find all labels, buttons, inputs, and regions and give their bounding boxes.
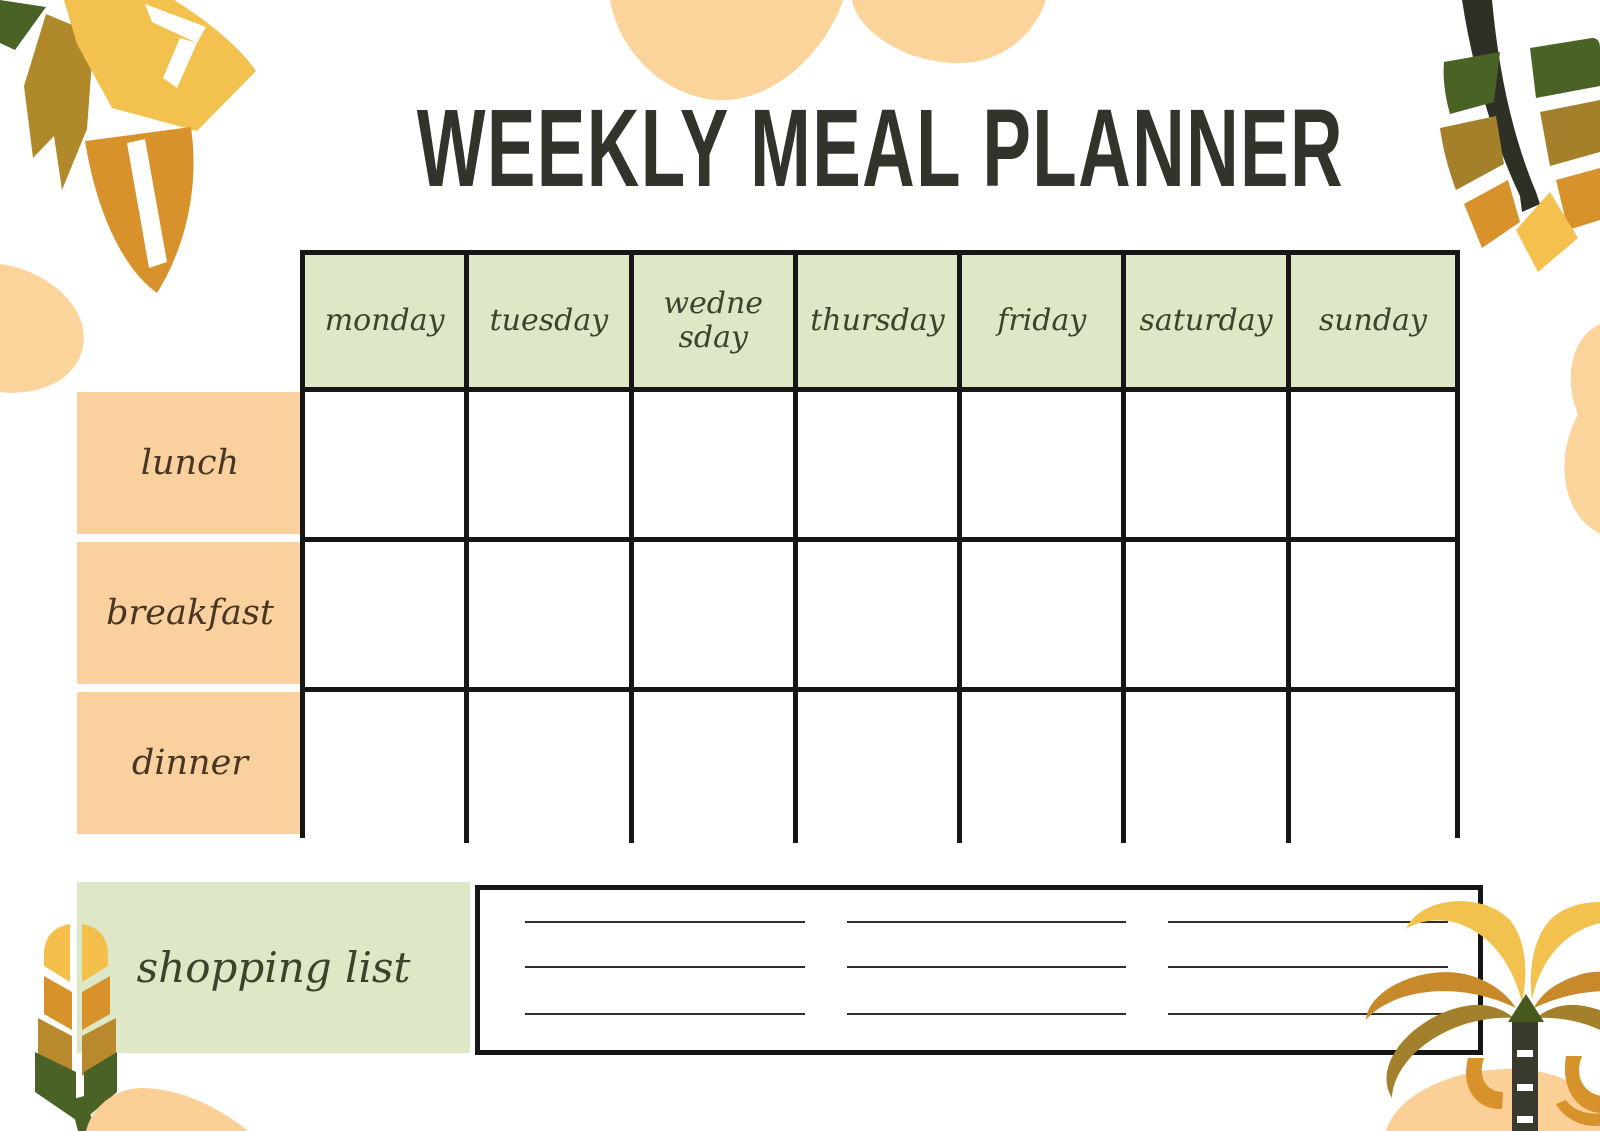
day-header-friday: friday [962,255,1127,392]
meal-cell[interactable] [469,692,634,843]
shopping-line[interactable] [1168,890,1448,923]
shopping-list-box [475,885,1483,1055]
shopping-list-label-box: shopping list [77,882,470,1053]
page-title: WEEKLY MEAL PLANNER [300,86,1460,211]
meal-cell[interactable] [469,542,634,692]
shopping-list-label: shopping list [136,943,411,992]
meal-cell[interactable] [1290,692,1455,843]
meal-cell[interactable] [1126,542,1291,692]
meal-label-lunch: lunch [77,392,303,534]
meal-cell[interactable] [633,542,798,692]
meal-cell[interactable] [962,692,1127,843]
meal-cell[interactable] [305,392,470,542]
shopping-line[interactable] [1168,923,1448,968]
meal-label-dinner: dinner [77,692,303,834]
meal-cell[interactable] [962,392,1127,542]
meal-cell[interactable] [797,692,963,843]
meal-cell[interactable] [797,392,963,542]
day-header-saturday: saturday [1126,255,1291,392]
meal-cell[interactable] [1126,692,1291,843]
shopping-line[interactable] [846,923,1127,968]
day-header-monday: monday [305,255,470,392]
shopping-line[interactable] [1168,968,1448,1015]
shopping-line[interactable] [846,890,1127,923]
meal-cell[interactable] [797,542,963,692]
meal-cell[interactable] [305,542,470,692]
week-table: monday tuesday wednesday thursday friday… [300,250,1460,843]
meal-cell[interactable] [469,392,634,542]
day-header-wednesday: wednesday [633,255,798,392]
meal-cell[interactable] [633,692,798,843]
meal-label-breakfast: breakfast [77,542,303,684]
meal-cell[interactable] [1290,542,1455,692]
meal-cell[interactable] [305,692,470,843]
meal-cell[interactable] [1290,392,1455,542]
shopping-line[interactable] [525,890,805,923]
page-title-text: WEEKLY MEAL PLANNER [416,87,1344,210]
shopping-line[interactable] [525,923,805,968]
day-header-sunday: sunday [1290,255,1455,392]
autumn-leaf-icon [0,0,256,293]
meal-cell[interactable] [1126,392,1291,542]
meal-cell[interactable] [633,392,798,542]
shopping-line[interactable] [846,968,1127,1015]
shopping-line[interactable] [525,968,805,1015]
day-header-thursday: thursday [797,255,963,392]
segmented-leaf-icon [1440,0,1600,272]
meal-cell[interactable] [962,542,1127,692]
day-header-tuesday: tuesday [469,255,634,392]
